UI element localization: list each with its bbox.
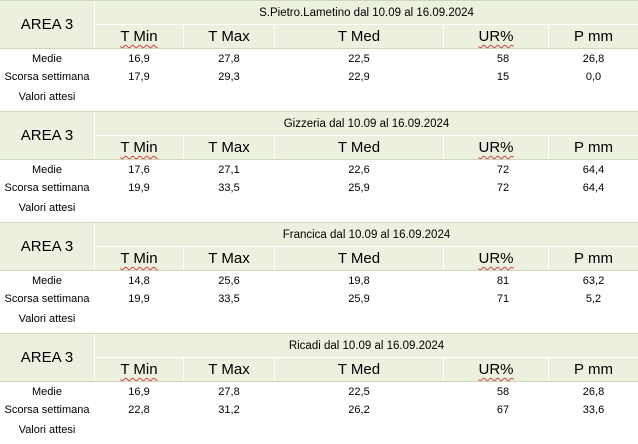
cell-medie-tmed: 19,8 [348,275,370,287]
column-header-tmed: T Med [337,28,381,45]
block-header: AREA 3 Francica dal 10.09 al 16.09.2024 T … [0,222,638,271]
row-label: Medie [32,164,62,176]
column-header-pmm: P mm [574,28,613,45]
cell-medie-tmax: 27,8 [218,53,240,65]
station-block: AREA 3 Gizzeria dal 10.09 al 16.09.2024 T … [0,111,638,222]
cell-scorsa-tmax: 29,3 [218,71,240,83]
block-header: AREA 3 Gizzeria dal 10.09 al 16.09.2024 T … [0,111,638,160]
cell-medie-tmin: 16,9 [128,386,150,398]
cell-medie-tmed: 22,6 [348,164,370,176]
cell-medie-tmed: 22,5 [348,53,370,65]
area-label: AREA 3 [0,112,95,159]
row-label: Valori attesi [18,424,76,436]
cell-medie-pmm: 26,8 [582,386,605,398]
block-header: AREA 3 Ricadi dal 10.09 al 16.09.2024 T Mi… [0,333,638,382]
station-title: Francica dal 10.09 al 16.09.2024 [95,223,638,247]
cell-scorsa-ur: 72 [496,182,510,194]
column-header-tmax: T Max [208,28,250,45]
column-header-ur: UR% [478,139,514,156]
row-label: Scorsa settimana [4,404,90,416]
cell-medie-ur: 58 [496,386,510,398]
station-title: Gizzeria dal 10.09 al 16.09.2024 [95,112,638,136]
cell-scorsa-pmm: 0,0 [585,71,602,83]
station-block: AREA 3 S.Pietro.Lametino dal 10.09 al 16.… [0,0,638,111]
column-header-ur: UR% [478,250,514,267]
column-header-tmed: T Med [337,250,381,267]
column-header-tmin: T Min [120,139,158,156]
row-label: Scorsa settimana [4,182,90,194]
column-header-tmin: T Min [120,250,158,267]
cell-scorsa-ur: 71 [496,293,510,305]
cell-scorsa-pmm: 33,6 [582,404,605,416]
column-header-ur: UR% [478,361,514,378]
area-label: AREA 3 [0,1,95,48]
cell-medie-ur: 58 [496,53,510,65]
cell-medie-tmin: 17,6 [128,164,150,176]
area-label: AREA 3 [0,334,95,381]
cell-scorsa-tmax: 33,5 [218,293,240,305]
station-block: AREA 3 Francica dal 10.09 al 16.09.2024 T … [0,222,638,333]
cell-medie-tmax: 25,6 [218,275,240,287]
cell-medie-tmax: 27,8 [218,386,240,398]
column-header-pmm: P mm [574,361,613,378]
cell-scorsa-ur: 67 [496,404,510,416]
column-header-tmin: T Min [120,28,158,45]
station-block: AREA 3 Ricadi dal 10.09 al 16.09.2024 T Mi… [0,333,638,444]
station-title: Ricadi dal 10.09 al 16.09.2024 [95,334,638,358]
cell-medie-ur: 72 [496,164,510,176]
cell-scorsa-tmin: 22,8 [128,404,150,416]
cell-scorsa-tmax: 31,2 [218,404,240,416]
cell-scorsa-tmin: 17,9 [128,71,150,83]
cell-scorsa-pmm: 64,4 [582,182,605,194]
column-header-tmin: T Min [120,361,158,378]
cell-medie-tmax: 27,1 [218,164,240,176]
cell-medie-tmin: 14,8 [128,275,150,287]
row-label: Scorsa settimana [4,71,90,83]
column-header-tmax: T Max [208,361,250,378]
cell-medie-ur: 81 [496,275,510,287]
column-header-tmed: T Med [337,361,381,378]
row-label: Medie [32,275,62,287]
column-header-tmax: T Max [208,250,250,267]
row-label: Valori attesi [18,91,76,103]
cell-scorsa-tmed: 25,9 [348,182,370,194]
cell-scorsa-tmin: 19,9 [128,293,150,305]
column-header-tmax: T Max [208,139,250,156]
cell-scorsa-tmed: 26,2 [348,404,370,416]
cell-medie-pmm: 63,2 [582,275,605,287]
area-label: AREA 3 [0,223,95,270]
row-label: Medie [32,53,62,65]
column-header-ur: UR% [478,28,514,45]
cell-scorsa-tmax: 33,5 [218,182,240,194]
column-header-pmm: P mm [574,139,613,156]
row-label: Medie [32,386,62,398]
station-title: S.Pietro.Lametino dal 10.09 al 16.09.202… [95,1,638,25]
cell-medie-pmm: 26,8 [582,53,605,65]
cell-medie-pmm: 64,4 [582,164,605,176]
cell-medie-tmin: 16,9 [128,53,150,65]
row-label: Scorsa settimana [4,293,90,305]
cell-scorsa-ur: 15 [496,71,510,83]
column-header-pmm: P mm [574,250,613,267]
column-header-tmed: T Med [337,139,381,156]
cell-scorsa-tmed: 25,9 [348,293,370,305]
block-header: AREA 3 S.Pietro.Lametino dal 10.09 al 16.… [0,0,638,49]
row-label: Valori attesi [18,202,76,214]
cell-scorsa-tmed: 22,9 [348,71,370,83]
row-label: Valori attesi [18,313,76,325]
cell-medie-tmed: 22,5 [348,386,370,398]
cell-scorsa-pmm: 5,2 [585,293,602,305]
cell-scorsa-tmin: 19,9 [128,182,150,194]
